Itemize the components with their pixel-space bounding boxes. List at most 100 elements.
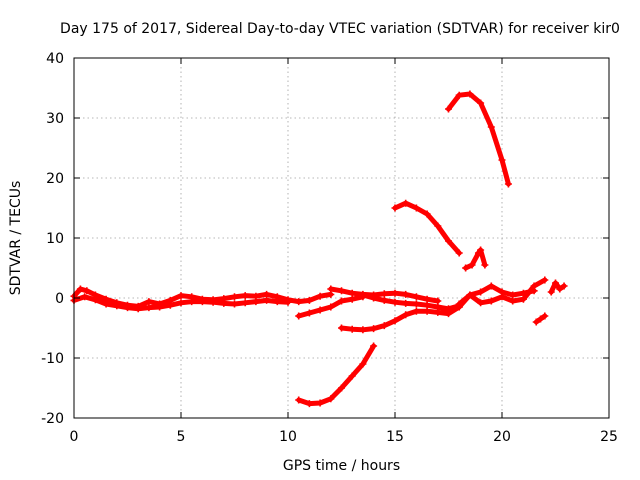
data-point bbox=[380, 290, 388, 298]
series-arc-15-18 bbox=[391, 199, 463, 257]
data-point bbox=[560, 282, 568, 290]
data-point bbox=[338, 297, 345, 305]
data-point bbox=[124, 304, 131, 312]
x-tick-label: 25 bbox=[600, 429, 618, 445]
data-point bbox=[359, 291, 367, 299]
data-point bbox=[305, 400, 313, 408]
data-point bbox=[434, 222, 442, 230]
y-axis-label: SDTVAR / TECUs bbox=[8, 181, 24, 296]
data-point bbox=[466, 291, 474, 299]
data-point bbox=[445, 105, 452, 113]
data-point bbox=[412, 204, 420, 212]
data-point bbox=[391, 298, 399, 306]
data-point bbox=[166, 301, 174, 309]
data-point bbox=[177, 299, 185, 307]
data-point bbox=[391, 317, 399, 325]
x-axis-label: GPS time / hours bbox=[283, 458, 400, 474]
data-point bbox=[477, 99, 485, 107]
data-point bbox=[412, 300, 420, 308]
data-point bbox=[113, 302, 121, 310]
data-series bbox=[70, 90, 568, 408]
data-point bbox=[380, 296, 388, 304]
data-point bbox=[370, 325, 378, 333]
data-point bbox=[188, 298, 196, 306]
series-arc-12.5-18 bbox=[338, 303, 463, 334]
data-point bbox=[348, 325, 356, 333]
data-point bbox=[445, 237, 452, 245]
data-point bbox=[466, 90, 474, 98]
data-point bbox=[263, 296, 271, 304]
y-tick-label: 40 bbox=[46, 51, 64, 67]
data-point bbox=[552, 279, 559, 287]
data-point bbox=[241, 292, 249, 300]
data-point bbox=[102, 300, 110, 308]
data-point bbox=[231, 300, 238, 308]
data-point bbox=[532, 318, 540, 326]
data-point bbox=[519, 295, 527, 303]
data-point bbox=[241, 299, 249, 307]
data-point bbox=[145, 304, 153, 312]
data-point bbox=[316, 306, 324, 314]
axis-ticks: 0 5 10 15 20 25 -20 -10 0 10 20 30 40 bbox=[41, 51, 618, 445]
data-point bbox=[462, 264, 470, 272]
y-tick-label: -20 bbox=[41, 411, 64, 427]
data-point bbox=[509, 291, 517, 299]
data-point bbox=[537, 315, 545, 323]
data-point bbox=[263, 290, 271, 298]
series-trace bbox=[548, 280, 567, 295]
data-point bbox=[348, 295, 356, 303]
data-point bbox=[305, 296, 313, 304]
data-point bbox=[412, 307, 420, 315]
x-tick-label: 15 bbox=[386, 429, 404, 445]
series-trace bbox=[435, 283, 537, 313]
y-tick-label: 10 bbox=[46, 231, 64, 247]
series-arc-10.5-14 bbox=[295, 342, 378, 408]
data-point bbox=[455, 300, 463, 308]
data-point bbox=[316, 292, 324, 300]
data-point bbox=[134, 305, 142, 313]
data-point bbox=[83, 287, 91, 295]
x-tick-label: 0 bbox=[70, 429, 79, 445]
x-tick-label: 5 bbox=[177, 429, 186, 445]
data-point bbox=[402, 311, 410, 319]
data-point bbox=[231, 293, 238, 301]
series-arc-18-22 bbox=[455, 276, 549, 308]
series-arc-10.5-13.5 bbox=[295, 293, 367, 320]
data-point bbox=[498, 293, 506, 301]
data-point bbox=[402, 199, 410, 207]
data-point bbox=[434, 297, 442, 305]
data-point bbox=[81, 293, 89, 301]
data-point bbox=[477, 299, 485, 307]
series-arc-17.5-20.3 bbox=[445, 90, 512, 188]
y-tick-label: 0 bbox=[55, 291, 64, 307]
data-point bbox=[370, 342, 378, 350]
data-point bbox=[327, 395, 335, 403]
data-point bbox=[391, 204, 399, 212]
data-point bbox=[423, 301, 431, 309]
data-point bbox=[541, 276, 549, 284]
data-point bbox=[477, 246, 485, 254]
data-point bbox=[338, 287, 345, 295]
data-point bbox=[209, 298, 217, 306]
chart-title: Day 175 of 2017, Sidereal Day-to-day VTE… bbox=[60, 21, 620, 37]
data-point bbox=[412, 293, 420, 301]
data-point bbox=[509, 297, 517, 305]
y-tick-label: 20 bbox=[46, 171, 64, 187]
data-point bbox=[487, 297, 495, 305]
data-point bbox=[541, 312, 549, 320]
data-point bbox=[252, 298, 260, 306]
x-tick-label: 10 bbox=[279, 429, 297, 445]
data-point bbox=[177, 292, 185, 300]
data-point bbox=[295, 312, 303, 320]
data-point bbox=[295, 298, 303, 306]
data-point bbox=[295, 396, 303, 404]
series-arc-18.3-19.2 bbox=[462, 246, 489, 272]
y-tick-label: -10 bbox=[41, 351, 64, 367]
data-point bbox=[359, 360, 367, 368]
data-point bbox=[423, 210, 431, 218]
data-point bbox=[487, 123, 495, 131]
data-point bbox=[76, 285, 84, 293]
data-point bbox=[380, 322, 388, 330]
data-point bbox=[445, 306, 452, 314]
data-point bbox=[547, 288, 555, 296]
